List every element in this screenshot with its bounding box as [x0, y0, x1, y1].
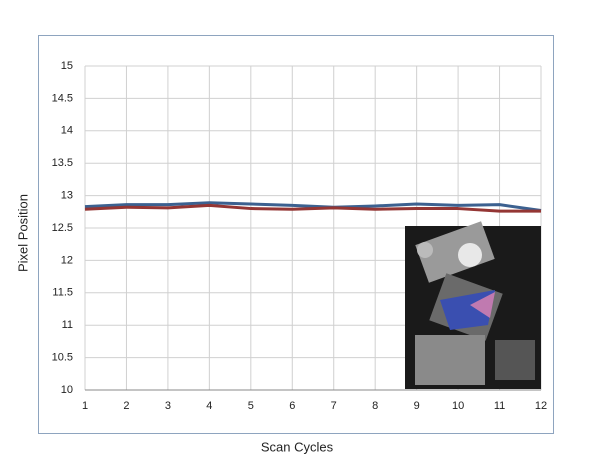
- y-tick-label: 12: [61, 254, 73, 266]
- y-tick-label: 13.5: [52, 157, 73, 169]
- x-tick-label: 7: [331, 400, 337, 412]
- y-tick-label: 11.5: [52, 287, 73, 299]
- x-tick-label: 6: [289, 400, 295, 412]
- y-tick-label: 14: [61, 125, 73, 137]
- x-tick-label: 3: [165, 400, 171, 412]
- x-tick-label: 1: [82, 400, 88, 412]
- inset-photo: [405, 221, 541, 389]
- photo-part: [495, 340, 535, 380]
- y-tick-label: 12.5: [52, 222, 73, 234]
- y-tick-label: 15: [61, 60, 73, 72]
- photo-part: [458, 243, 482, 267]
- x-tick-label: 10: [452, 400, 464, 412]
- photo-part: [415, 335, 485, 385]
- x-tick-label: 8: [372, 400, 378, 412]
- photo-part: [415, 221, 495, 283]
- x-tick-label: 11: [494, 400, 505, 412]
- x-tick-label: 9: [414, 400, 420, 412]
- y-tick-label: 10.5: [52, 352, 73, 364]
- x-tick-label: 4: [206, 400, 212, 412]
- x-tick-label: 12: [535, 400, 547, 412]
- y-tick-label: 14.5: [52, 92, 73, 104]
- y-axis-title: Pixel Position: [15, 194, 30, 272]
- x-tick-label: 2: [123, 400, 129, 412]
- y-tick-label: 13: [61, 190, 73, 202]
- photo-part: [470, 292, 495, 318]
- lines: [84, 201, 542, 213]
- x-tick-label: 5: [248, 400, 254, 412]
- series-line: [84, 201, 542, 212]
- series-line: [84, 203, 541, 213]
- x-axis-title: Scan Cycles: [261, 439, 334, 454]
- y-tick-label: 10: [61, 384, 73, 396]
- photo-part: [417, 242, 433, 258]
- y-tick-label: 11: [62, 319, 73, 331]
